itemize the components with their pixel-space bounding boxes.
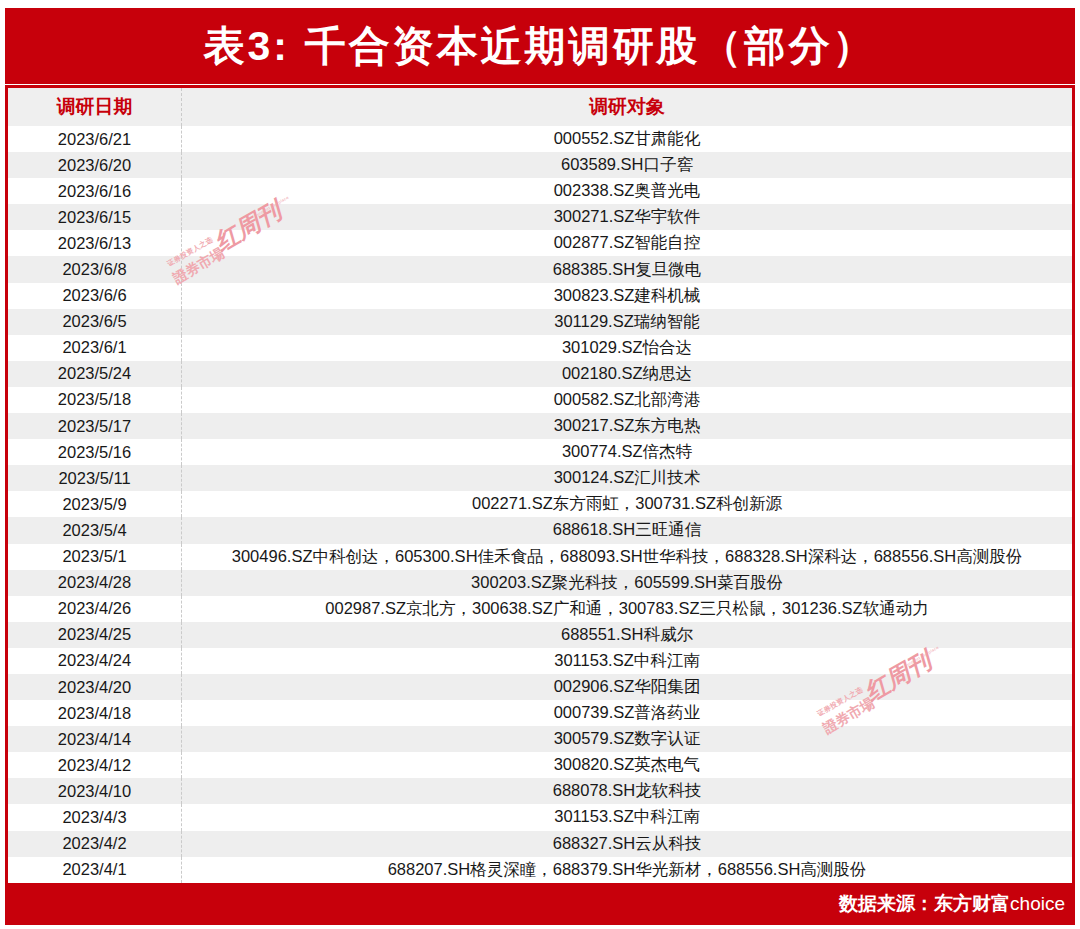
svg-text:證券市場: 證券市場 — [820, 695, 877, 737]
svg-text:證券市場: 證券市場 — [170, 245, 227, 287]
